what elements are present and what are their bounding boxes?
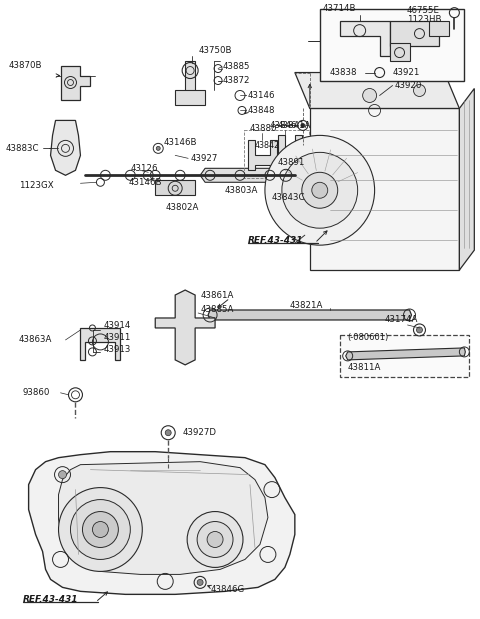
Polygon shape [200,168,290,182]
Text: 43872: 43872 [223,76,251,85]
Circle shape [312,182,328,198]
Text: 43802A: 43802A [165,203,199,212]
Polygon shape [175,90,205,105]
Circle shape [417,327,422,333]
Text: 43913: 43913 [103,345,131,355]
Circle shape [197,579,203,586]
Polygon shape [278,168,295,182]
Polygon shape [346,348,465,360]
Text: 43146: 43146 [248,91,276,100]
Text: 1123HB: 1123HB [407,15,441,24]
Polygon shape [81,328,120,360]
Circle shape [165,430,171,436]
Circle shape [265,136,374,245]
Text: 43861A: 43861A [200,290,233,300]
Circle shape [363,89,377,103]
Polygon shape [29,452,295,594]
Text: 43883C: 43883C [6,144,39,153]
Text: 43914: 43914 [103,321,131,331]
Text: 43863A: 43863A [19,335,52,344]
Text: 43843C: 43843C [272,193,305,202]
Circle shape [301,123,305,128]
Circle shape [156,146,160,150]
Text: 43146B: 43146B [128,178,162,187]
Text: 43750B: 43750B [198,46,232,55]
Circle shape [207,532,223,547]
Polygon shape [310,108,459,270]
Text: 43921: 43921 [393,68,420,77]
Text: 1123GX: 1123GX [19,181,53,190]
Text: 43870B: 43870B [9,61,42,70]
Polygon shape [430,20,449,36]
Circle shape [302,172,338,208]
Text: 43126: 43126 [130,164,158,173]
Circle shape [59,470,67,478]
Text: 43927: 43927 [190,154,217,163]
Text: 43846G: 43846G [210,585,244,594]
Circle shape [413,85,425,97]
Bar [244,131,309,178]
Text: 43803A: 43803A [225,186,258,195]
Text: 43891: 43891 [278,158,305,167]
Text: 43174A: 43174A [384,316,418,324]
Circle shape [187,511,243,568]
Text: REF.43-431: REF.43-431 [248,236,303,245]
Circle shape [197,522,233,558]
Polygon shape [390,20,439,46]
Polygon shape [59,462,268,574]
Text: 43880: 43880 [250,124,277,133]
Circle shape [282,152,358,228]
Polygon shape [340,20,390,56]
Polygon shape [295,72,459,108]
Polygon shape [155,180,195,195]
Text: (-080601): (-080601) [348,334,389,342]
Circle shape [83,511,119,547]
Polygon shape [208,310,411,320]
Text: 43821A: 43821A [290,300,323,310]
Polygon shape [248,141,277,170]
Circle shape [59,488,142,571]
Polygon shape [390,43,409,61]
Polygon shape [155,290,215,365]
Polygon shape [185,61,195,100]
Circle shape [93,522,108,537]
Text: 43846: 43846 [270,121,298,130]
Text: 43842: 43842 [255,141,280,150]
Text: 43885: 43885 [223,62,251,71]
Polygon shape [50,121,81,175]
Text: 93860: 93860 [23,388,50,397]
Text: 43848: 43848 [248,106,276,115]
Text: 43920: 43920 [395,81,422,90]
Bar [340,335,469,377]
Text: 43885A: 43885A [200,306,233,314]
Text: 43714B: 43714B [323,4,356,13]
Text: REF.43-431: REF.43-431 [23,595,78,604]
Text: 43146B: 43146B [163,138,197,147]
Polygon shape [278,136,302,162]
Circle shape [71,500,130,560]
Text: 46755E: 46755E [407,6,440,15]
Text: 43927D: 43927D [182,428,216,437]
Text: 43841A: 43841A [278,121,311,130]
Bar [320,9,464,80]
Text: 43911: 43911 [103,334,131,342]
Polygon shape [459,89,474,270]
Text: 43811A: 43811A [348,363,381,373]
Text: 43838: 43838 [330,68,357,77]
Polygon shape [60,66,90,100]
